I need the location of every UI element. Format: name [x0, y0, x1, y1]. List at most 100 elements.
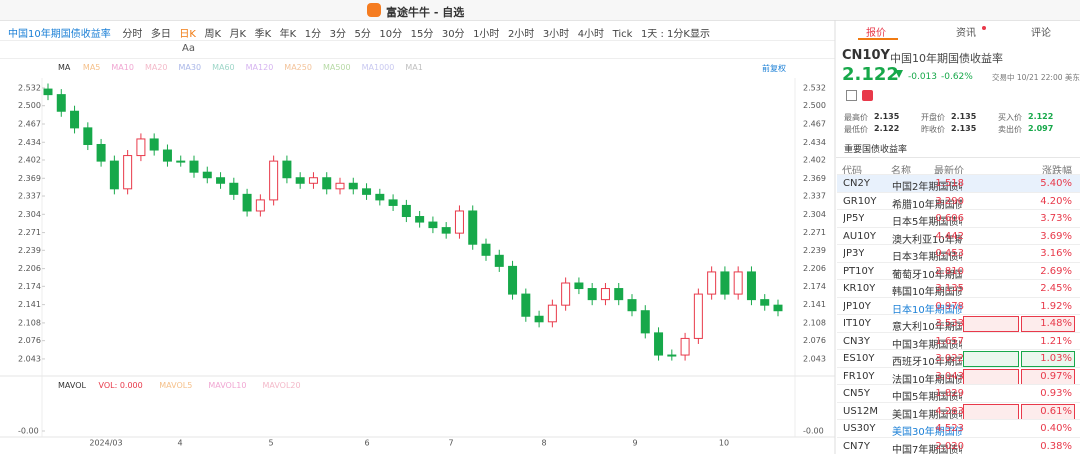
candle-body: [282, 160, 292, 179]
candle-body: [680, 337, 690, 356]
cell-change: 1.92%: [1040, 300, 1072, 312]
y-tick-label-right: 2.500: [803, 101, 826, 110]
candle-body: [600, 288, 610, 301]
arrow: [895, 70, 903, 78]
ma-label: MA: [58, 63, 71, 72]
ma-item: MA20: [144, 63, 168, 72]
table-row[interactable]: JP10Y 日本10年期国债 0.978 1.92%: [837, 296, 1080, 316]
period-tab[interactable]: 年K: [279, 29, 297, 40]
cell-change: 0.97%: [1040, 370, 1072, 382]
vol-legend: MAVOL VOL: 0.000 MAVOL5 MAVOL10 MAVOL20: [58, 381, 317, 390]
display-button[interactable]: 显示: [690, 29, 710, 40]
candle-body: [428, 221, 438, 229]
panel-tab[interactable]: 资讯: [956, 28, 976, 39]
panel-tab[interactable]: 评论: [1031, 28, 1051, 39]
candle-body: [123, 155, 133, 190]
period-tab[interactable]: 季K: [254, 29, 272, 40]
period-tab[interactable]: 30分: [441, 29, 465, 40]
cell-price: 0.978: [935, 300, 964, 312]
table-row[interactable]: IT10Y 意大利10年期国 3.533 1.48%: [837, 314, 1080, 333]
table-row[interactable]: AU10Y 澳大利亚10年期 4.442 3.69%: [837, 226, 1080, 246]
candle-body: [202, 171, 212, 179]
period-tab[interactable]: 周K: [204, 29, 222, 40]
period-tab[interactable]: 月K: [229, 29, 247, 40]
period-tab[interactable]: 10分: [379, 29, 403, 40]
table-row[interactable]: JP5Y 日本5年期国债收 0.606 3.73%: [837, 209, 1080, 228]
candle-body: [216, 177, 226, 184]
text-tool[interactable]: Aa: [182, 43, 195, 54]
y-tick-label-right: 2.239: [803, 246, 826, 255]
candle-body: [654, 332, 664, 356]
cell-price: 1.657: [935, 335, 964, 347]
x-tick-label: 5: [268, 439, 273, 448]
y-tick-label: 2.434: [18, 138, 41, 147]
column-header: 代码: [842, 166, 862, 177]
table-header: 代码 名称 最新价 涨跌幅: [836, 157, 1080, 177]
cell-code: GR10Y: [843, 195, 877, 207]
period-tab[interactable]: 多日: [150, 29, 171, 40]
period-tab[interactable]: 5分: [354, 29, 371, 40]
candle-body: [508, 265, 518, 295]
period-tab[interactable]: 4小时: [577, 29, 605, 40]
period-tab[interactable]: 分时: [122, 29, 143, 40]
candle-body: [733, 271, 743, 295]
y-tick-label: 2.402: [18, 156, 41, 165]
table-row[interactable]: ES10Y 西班牙10年期国 3.022 1.03%: [837, 349, 1080, 368]
table-row[interactable]: CN5Y 中国5年期国债收 1.829 0.93%: [837, 384, 1080, 403]
cell-name: 法国10年期国债: [892, 374, 962, 386]
y-tick-label-right: 2.532: [803, 83, 826, 92]
period-tab[interactable]: 日K: [179, 29, 196, 40]
period-tab[interactable]: 2小时: [507, 29, 535, 40]
cell-code: US12M: [843, 405, 879, 417]
candle-body: [295, 177, 305, 184]
table-row[interactable]: JP3Y 日本3年期国债收 0.453 3.16%: [837, 244, 1080, 263]
candle-body: [707, 271, 717, 295]
cell-change: 3.16%: [1040, 248, 1072, 259]
candle-body: [746, 271, 756, 301]
status: 交易中 10/21 22:00 美东: [992, 73, 1080, 82]
panel-tab[interactable]: 报价: [866, 28, 886, 39]
table-row[interactable]: CN2Y 中国2年期国债收 1.518 5.40%: [837, 174, 1080, 193]
period-tab[interactable]: 3小时: [542, 29, 570, 40]
cell-price: 0.453: [935, 248, 964, 259]
instrument[interactable]: 中国10年期国债收益率: [8, 29, 111, 40]
cell-name: 日本3年期国债收: [892, 252, 962, 263]
y-tick-label-right: 2.337: [803, 192, 826, 201]
stat-value: 2.122: [874, 124, 900, 133]
table-row[interactable]: PT10Y 葡萄牙10年期国 2.810 2.69%: [837, 261, 1080, 281]
stat-value: 2.135: [951, 112, 977, 121]
table-row[interactable]: US12M 美国1年期国债收 4.283 0.61%: [837, 401, 1080, 421]
cell-code: FR10Y: [843, 370, 875, 382]
cell-code: KR10Y: [843, 283, 876, 294]
table-row[interactable]: GR10Y 希腊10年期国债 3.290 4.20%: [837, 191, 1080, 211]
period-tab[interactable]: 1小时: [473, 29, 500, 40]
cell-change: 1.48%: [1040, 318, 1072, 329]
period-tab[interactable]: 3分: [329, 29, 346, 40]
cell-name: 中国3年期国债收: [892, 339, 962, 351]
table-row[interactable]: CN3Y 中国3年期国债收 1.657 1.21%: [837, 331, 1080, 351]
candle-body: [109, 160, 119, 190]
ma-item: MA500: [322, 63, 351, 72]
y-tick-label-right: 2.108: [803, 318, 826, 327]
period-tab[interactable]: 1分: [304, 29, 322, 40]
table-row[interactable]: CN7Y 中国7年期国债收 2.020 0.38%: [837, 436, 1080, 456]
candle-body: [388, 199, 398, 206]
price: 2.122: [842, 64, 899, 85]
y-tick-label: 2.271: [18, 228, 41, 237]
cell-change: 3.69%: [1040, 230, 1072, 242]
window-title: 富途牛牛 - 自选: [386, 6, 465, 19]
period-tab[interactable]: 1天 : 1分K: [640, 29, 690, 40]
period-tab[interactable]: Tick: [612, 29, 633, 40]
cell-name: 澳大利亚10年期: [892, 234, 962, 246]
x-tick-label: 4: [177, 439, 182, 448]
period-tab[interactable]: 15分: [410, 29, 434, 40]
name: 中国10年期国债收益率: [890, 52, 1003, 65]
table-row[interactable]: FR10Y 法国10年期国债 3.043 0.97%: [837, 366, 1080, 386]
ma-item: MA1000: [361, 63, 395, 72]
table-row[interactable]: KR10Y 韩国10年期国债 3.135 2.45%: [837, 279, 1080, 298]
cell-code: CN2Y: [843, 178, 870, 189]
y-tick-label: 2.174: [18, 282, 41, 291]
stat-value: 2.122: [1028, 112, 1054, 121]
table-row[interactable]: US30Y 美国30年期国债 4.523 0.40%: [837, 419, 1080, 438]
adjust[interactable]: 前复权: [762, 64, 786, 73]
